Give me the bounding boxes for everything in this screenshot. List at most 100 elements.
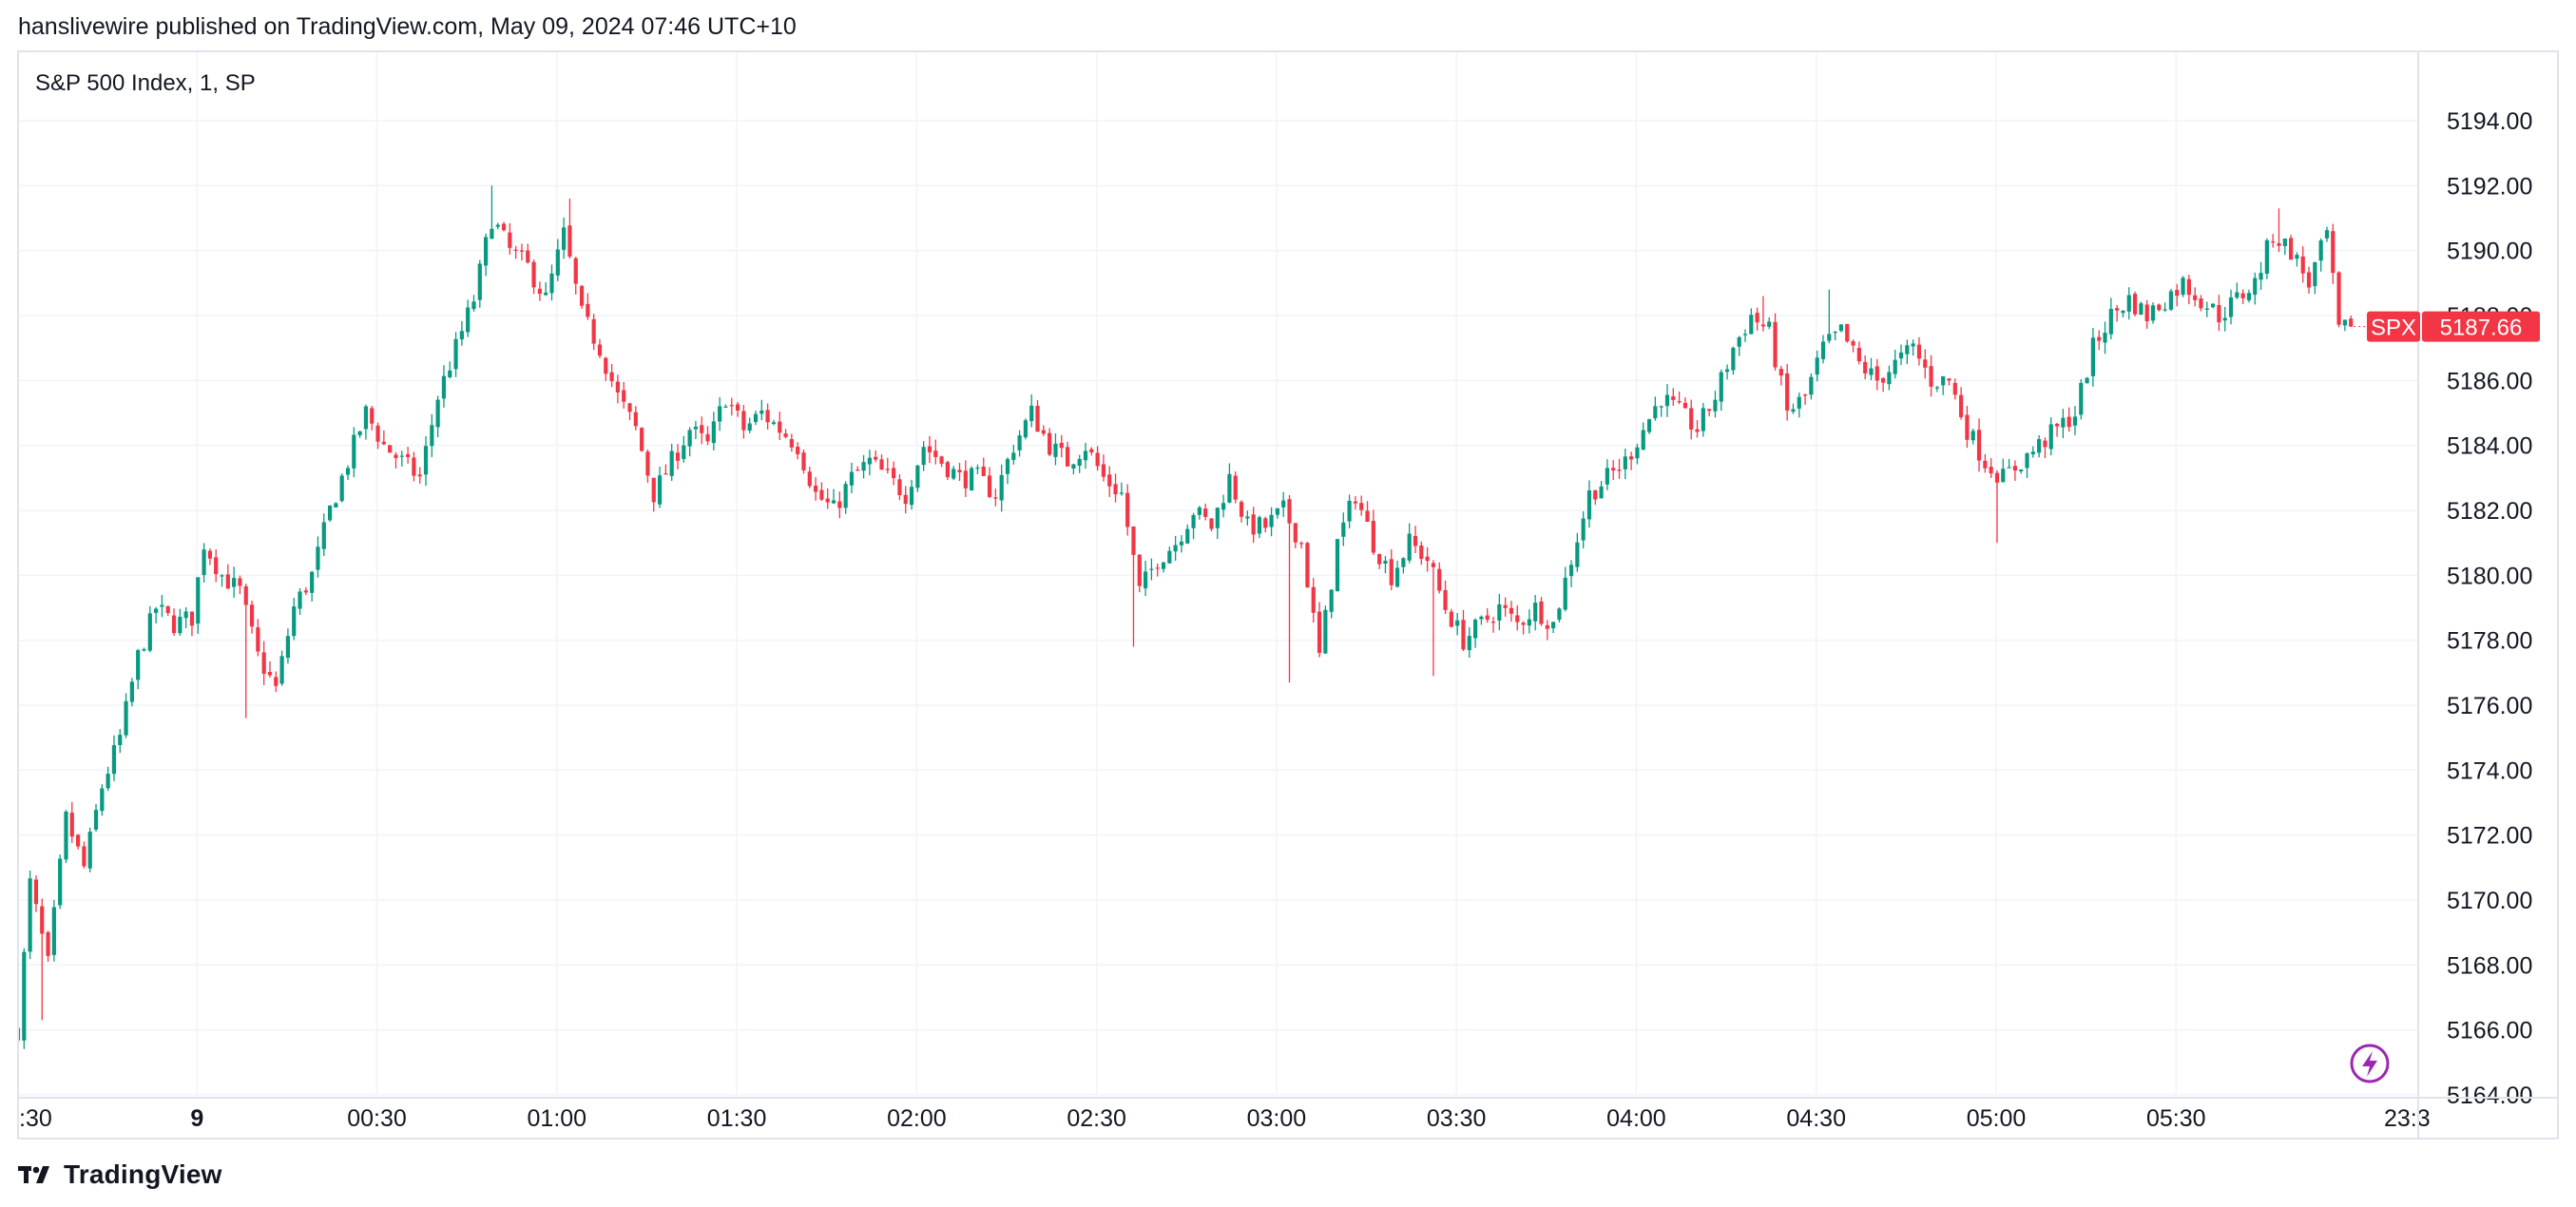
candle-body[interactable]: [651, 477, 656, 503]
candle-body[interactable]: [1581, 518, 1586, 541]
candle-body[interactable]: [69, 813, 74, 837]
candle-body[interactable]: [303, 590, 308, 593]
candle-body[interactable]: [1149, 568, 1154, 570]
candle-body[interactable]: [2012, 466, 2017, 471]
candle-body[interactable]: [1011, 452, 1016, 460]
candle-body[interactable]: [879, 459, 884, 470]
candle-body[interactable]: [1563, 577, 1567, 610]
candle-body[interactable]: [111, 745, 117, 775]
candle-body[interactable]: [249, 604, 255, 627]
candle-body[interactable]: [2342, 319, 2347, 326]
candle-body[interactable]: [357, 431, 362, 435]
candle-body[interactable]: [1623, 456, 1627, 469]
candle-body[interactable]: [1809, 376, 1814, 395]
candle-body[interactable]: [765, 410, 770, 423]
candle-body[interactable]: [1185, 528, 1190, 544]
candle-body[interactable]: [1749, 315, 1754, 335]
candle-body[interactable]: [933, 450, 938, 457]
candle-body[interactable]: [1646, 419, 1652, 432]
candle-body[interactable]: [1515, 615, 1520, 623]
candle-body[interactable]: [1934, 387, 1939, 389]
candle-body[interactable]: [597, 344, 603, 356]
candle-body[interactable]: [789, 439, 794, 448]
chart-frame[interactable]: 5164.00 5166.00 5168.00 5170.00 5172.00 5174.…: [17, 50, 2559, 1140]
candle-body[interactable]: [993, 497, 998, 499]
candle-body[interactable]: [2228, 297, 2234, 317]
candle-body[interactable]: [657, 475, 663, 505]
candle-body[interactable]: [609, 372, 614, 382]
candle-body[interactable]: [813, 485, 818, 492]
candle-body[interactable]: [1401, 558, 1406, 567]
candle-body[interactable]: [2025, 453, 2029, 469]
candle-body[interactable]: [567, 225, 572, 257]
candle-body[interactable]: [40, 906, 45, 934]
candle-body[interactable]: [1671, 396, 1676, 400]
candle-body[interactable]: [1820, 341, 1826, 359]
candle-body[interactable]: [897, 479, 902, 496]
candle-body[interactable]: [2061, 417, 2066, 428]
candle-body[interactable]: [1869, 368, 1874, 375]
candle-body[interactable]: [1827, 334, 1832, 341]
candle-body[interactable]: [837, 501, 842, 508]
candle-body[interactable]: [2163, 309, 2167, 311]
candle-body[interactable]: [2079, 382, 2084, 415]
candle-body[interactable]: [1101, 464, 1106, 477]
candle-body[interactable]: [555, 249, 560, 276]
candle-body[interactable]: [274, 677, 279, 686]
candle-body[interactable]: [292, 606, 297, 637]
candle-body[interactable]: [2048, 424, 2053, 450]
candle-body[interactable]: [729, 405, 734, 407]
candle-body[interactable]: [1664, 394, 1670, 407]
candle-body[interactable]: [495, 224, 500, 227]
candle-body[interactable]: [147, 613, 152, 651]
candle-body[interactable]: [2331, 231, 2336, 274]
candle-body[interactable]: [2103, 333, 2107, 343]
candle-body[interactable]: [1269, 514, 1274, 527]
candle-body[interactable]: [1959, 394, 1964, 417]
candle-body[interactable]: [1947, 378, 1951, 381]
candle-body[interactable]: [142, 649, 146, 651]
candle-body[interactable]: [129, 681, 134, 702]
candle-body[interactable]: [220, 575, 224, 577]
candle-body[interactable]: [399, 455, 404, 457]
candle-body[interactable]: [1755, 313, 1759, 323]
candle-body[interactable]: [945, 462, 950, 478]
candle-body[interactable]: [448, 370, 452, 377]
candle-body[interactable]: [849, 471, 855, 486]
candle-body[interactable]: [1533, 603, 1538, 622]
candle-body[interactable]: [2139, 303, 2143, 316]
candle-body[interactable]: [2072, 416, 2078, 426]
candle-body[interactable]: [51, 907, 56, 955]
candle-body[interactable]: [586, 303, 590, 317]
candle-body[interactable]: [892, 468, 896, 479]
candle-body[interactable]: [261, 652, 266, 674]
candle-body[interactable]: [718, 406, 722, 422]
candle-body[interactable]: [238, 578, 242, 586]
candle-body[interactable]: [1041, 430, 1046, 434]
candle-body[interactable]: [1845, 323, 1850, 342]
candle-body[interactable]: [903, 494, 908, 505]
candle-body[interactable]: [2030, 451, 2035, 455]
candle-body[interactable]: [1874, 366, 1879, 381]
candle-body[interactable]: [64, 811, 68, 860]
candle-body[interactable]: [2132, 294, 2138, 315]
candle-body[interactable]: [106, 774, 110, 789]
candle-body[interactable]: [640, 428, 644, 451]
candle-body[interactable]: [987, 475, 992, 497]
candle-body[interactable]: [1994, 472, 2000, 483]
candle-body[interactable]: [1737, 336, 1741, 347]
candle-body[interactable]: [1785, 373, 1790, 411]
candle-body[interactable]: [2253, 278, 2258, 296]
candle-body[interactable]: [1221, 503, 1226, 510]
candle-body[interactable]: [232, 578, 237, 587]
candle-body[interactable]: [2217, 304, 2221, 323]
candle-body[interactable]: [796, 447, 800, 454]
candle-body[interactable]: [663, 473, 668, 475]
candle-body[interactable]: [363, 406, 369, 430]
candle-body[interactable]: [1659, 406, 1663, 408]
candle-body[interactable]: [1359, 503, 1364, 510]
candle-body[interactable]: [2043, 440, 2047, 448]
candle-body[interactable]: [1719, 372, 1723, 402]
candle-body[interactable]: [1641, 430, 1645, 450]
candle-body[interactable]: [2157, 304, 2162, 311]
